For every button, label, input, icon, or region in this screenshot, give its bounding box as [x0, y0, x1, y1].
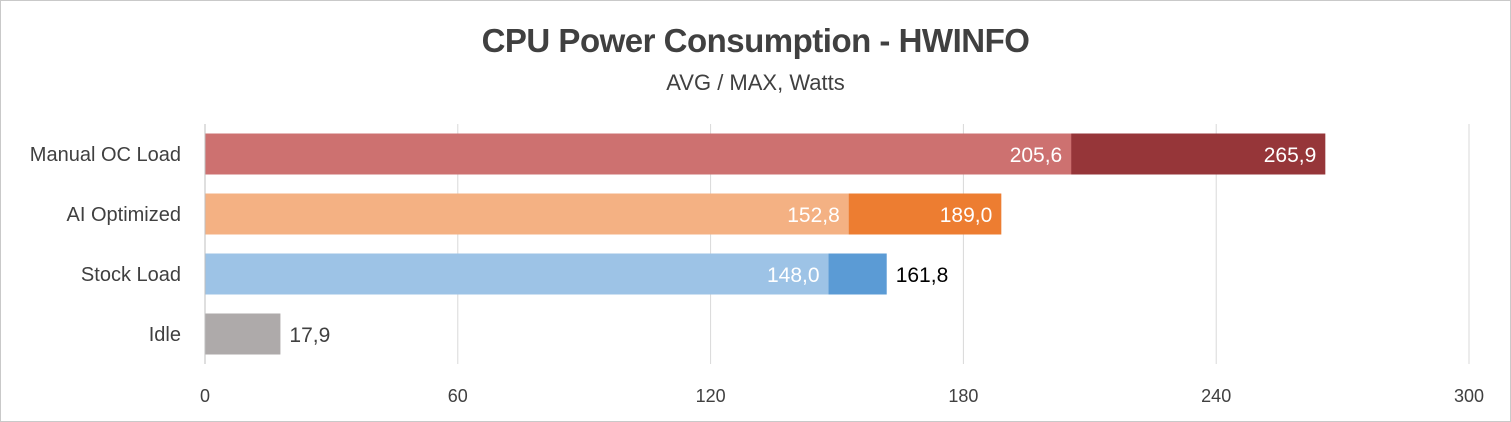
data-label: 161,8 [896, 264, 949, 287]
x-tick-label: 120 [696, 386, 726, 406]
data-label: 265,9 [1264, 144, 1317, 167]
x-tick-label: 240 [1201, 386, 1231, 406]
category-label: Stock Load [81, 264, 181, 286]
bar-segment [205, 313, 281, 355]
data-label: 152,8 [787, 204, 840, 227]
x-tick-label: 60 [448, 386, 468, 406]
data-label: 148,0 [767, 264, 820, 287]
data-label: 189,0 [940, 204, 993, 227]
chart-subtitle: AVG / MAX, Watts [666, 70, 845, 95]
x-tick-label: 0 [200, 386, 210, 406]
category-label: Manual OC Load [30, 144, 181, 166]
chart-title: CPU Power Consumption - HWINFO [481, 22, 1030, 59]
bar-segment [205, 193, 849, 235]
data-label: 17,9 [289, 324, 330, 347]
bar-segment [205, 133, 1072, 175]
x-tick-label: 180 [948, 386, 978, 406]
bar-segment [205, 253, 829, 295]
category-label: Idle [149, 324, 181, 346]
data-label: 205,6 [1010, 144, 1063, 167]
category-label: AI Optimized [67, 204, 181, 226]
x-tick-label: 300 [1454, 386, 1484, 406]
